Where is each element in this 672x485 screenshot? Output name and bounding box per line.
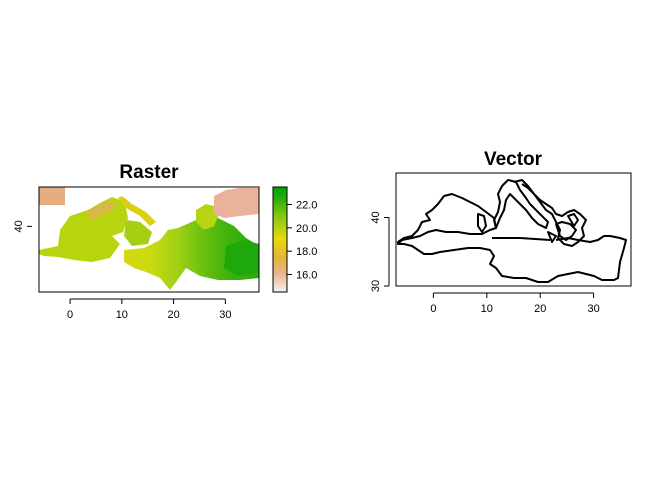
vector-x-tick-label: 0 [430, 303, 436, 315]
vector-coastline [397, 179, 627, 283]
colorbar-ticks: 16.0 18.0 20.0 22.0 [287, 200, 317, 282]
raster-sea-ionian-levantine [124, 214, 259, 290]
colorbar-gradient [272, 186, 288, 293]
vector-title: Vector [484, 149, 543, 170]
vector-y-axis: 30 40 [370, 211, 390, 292]
vector-outline-north-african-coast [398, 235, 627, 283]
vector-plot-frame [395, 172, 632, 287]
raster-sea-adriatic [118, 196, 156, 226]
raster-title: Raster [119, 162, 179, 183]
vector-outline-western-basin [397, 193, 497, 245]
raster-cell-east-pink [214, 188, 259, 218]
raster-sea-western-basin [39, 197, 128, 262]
raster-colorbar: 16.0 18.0 20.0 22.0 [272, 186, 317, 293]
vector-x-tick-label: 30 [587, 303, 599, 315]
vector-outline-aegean-islands [547, 213, 579, 243]
raster-y-tick-label: 40 [13, 220, 25, 232]
raster-x-tick-label: 30 [219, 309, 231, 321]
vector-outline-sardinia [477, 213, 487, 233]
colorbar-tick-label: 20.0 [296, 223, 317, 235]
vector-panel: Vector 0 10 20 30 30 40 [370, 149, 632, 315]
raster-sea-tyrrhenian [124, 220, 152, 246]
vector-x-tick-label: 10 [481, 303, 493, 315]
vector-y-tick-label: 30 [370, 280, 382, 292]
vector-outline-italy-adriatic [493, 179, 549, 229]
vector-y-tick-label: 40 [370, 211, 382, 223]
raster-plot-frame [38, 186, 260, 293]
raster-x-tick-label: 10 [116, 309, 128, 321]
colorbar-tick-label: 22.0 [296, 200, 317, 212]
raster-image [39, 187, 259, 290]
vector-x-tick-label: 20 [534, 303, 546, 315]
raster-x-tick-label: 20 [167, 309, 179, 321]
raster-cell-northwest [39, 187, 65, 205]
colorbar-tick-label: 16.0 [296, 270, 317, 282]
raster-sea-gulf-of-lion [86, 200, 116, 220]
raster-x-axis: 0 10 20 30 [67, 298, 231, 321]
raster-sea-levant-dark [224, 240, 259, 276]
raster-panel: Raster 0 10 20 30 40 16.0 18.0 20.0 22.0 [13, 162, 317, 321]
vector-outline-sicily-strait-line [492, 237, 551, 241]
raster-x-tick-label: 0 [67, 309, 73, 321]
vector-outline-balkans-aegean [513, 179, 587, 247]
colorbar-tick-label: 18.0 [296, 246, 317, 258]
raster-y-axis: 40 [13, 220, 32, 233]
vector-x-axis: 0 10 20 30 [430, 292, 600, 315]
